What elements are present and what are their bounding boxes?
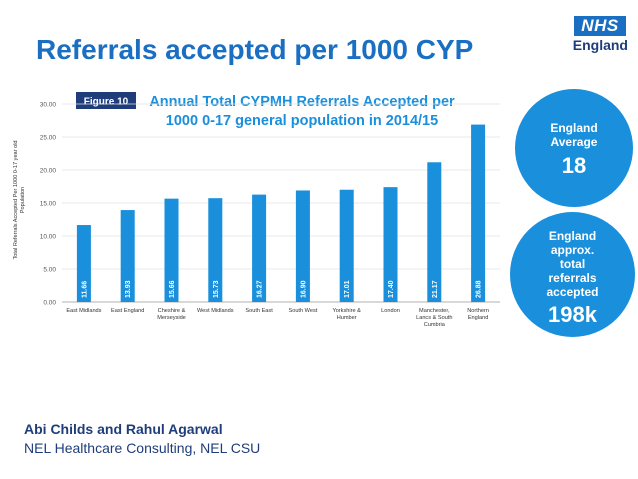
total-label-4: referrals [548, 271, 597, 285]
bar-value-label: 21.17 [432, 280, 439, 298]
authors: Abi Childs and Rahul Agarwal [24, 421, 223, 437]
bar [208, 198, 223, 302]
england-average-bubble: England Average 18 [515, 89, 633, 207]
bar [383, 187, 398, 302]
x-tick-label: Lancs & South [416, 315, 452, 321]
x-tick-label: England [468, 315, 489, 321]
bar-value-label: 13.93 [125, 280, 132, 298]
total-label-5: accepted [546, 285, 599, 299]
bar [252, 194, 267, 302]
bar [164, 198, 179, 302]
bar [295, 190, 310, 302]
x-tick-label: East Midlands [66, 308, 101, 314]
bar-value-label: 11.66 [81, 281, 88, 298]
bar-value-label: 17.40 [388, 280, 395, 298]
nhs-logo-england: England [572, 37, 628, 53]
x-tick-label: East England [111, 308, 144, 314]
bar [471, 124, 486, 302]
bar-value-label: 15.73 [213, 280, 220, 298]
bar-value-label: 15.66 [169, 280, 176, 298]
average-label-2: Average [550, 135, 598, 149]
x-tick-label: London [381, 308, 400, 314]
bar-value-label: 26.88 [476, 280, 483, 298]
total-label-1: England [548, 229, 597, 243]
x-tick-label: South East [245, 308, 273, 314]
y-tick-label: 15.00 [40, 201, 57, 208]
x-tick-label: Humber [337, 315, 357, 321]
chart-title-line-1: Annual Total CYPMH Referrals Accepted pe… [149, 94, 455, 110]
bar-value-label: 17.01 [344, 280, 351, 298]
referrals-bar-chart: Figure 10 Annual Total CYPMH Referrals A… [13, 92, 500, 328]
organisation: NEL Healthcare Consulting, NEL CSU [24, 440, 261, 456]
bar [427, 162, 442, 302]
y-tick-label: 30.00 [40, 102, 57, 109]
x-tick-label: Manchester, [419, 308, 450, 314]
average-label-1: England [550, 121, 598, 135]
y-tick-label: 0.00 [43, 300, 56, 307]
y-axis-label-line-1: Total Referrals Accepted Per 1000 0-17 y… [13, 140, 19, 259]
y-tick-label: 5.00 [43, 267, 56, 274]
x-tick-label: Cheshire & [158, 308, 186, 314]
total-referrals-bubble: England approx. total referrals accepted… [510, 212, 635, 337]
bar [120, 210, 135, 302]
y-tick-label: 25.00 [40, 135, 57, 142]
y-tick-label: 10.00 [40, 234, 57, 241]
figure-label: Figure 10 [84, 97, 129, 108]
x-tick-label: South West [288, 308, 317, 314]
total-label-2: approx. [550, 243, 595, 257]
nhs-england-logo: NHS England [560, 16, 628, 53]
x-tick-label: Northern [467, 308, 489, 314]
total-label-3: total [559, 257, 586, 271]
chart-title-line-2: 1000 0-17 general population in 2014/15 [166, 113, 438, 129]
bar-value-label: 16.27 [257, 280, 264, 298]
bar [339, 189, 354, 302]
bar [76, 225, 91, 302]
y-tick-label: 20.00 [40, 168, 57, 175]
x-tick-label: Yorkshire & [332, 308, 361, 314]
nhs-logo-box: NHS [574, 16, 626, 36]
average-value: 18 [561, 153, 587, 178]
bar-value-label: 16.90 [300, 280, 307, 298]
x-tick-label: West Midlands [197, 308, 234, 314]
total-value: 198k [548, 302, 597, 327]
x-tick-label: Merseyside [157, 315, 186, 321]
slide-title: Referrals accepted per 1000 CYP [36, 34, 474, 65]
figure-label-box [76, 92, 136, 109]
x-tick-label: Cumbria [424, 322, 446, 328]
y-axis-label-line-2: Population [20, 187, 26, 213]
